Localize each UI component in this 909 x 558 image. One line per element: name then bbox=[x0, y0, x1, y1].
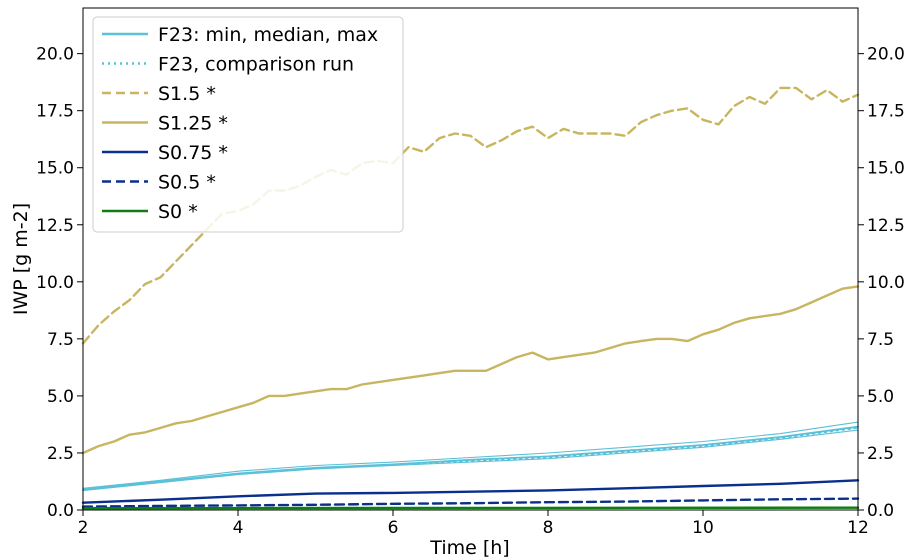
x-tick-label: 4 bbox=[233, 518, 244, 538]
legend-label: F23, comparison run bbox=[158, 54, 354, 76]
plot-frame bbox=[82, 7, 859, 511]
y-axis-left: 0.0 2.5 5.0 7.5 10.0 12.5 15.0 17.5 20.0 bbox=[36, 45, 83, 521]
series-line-4 bbox=[82, 429, 859, 492]
x-tick-label: 8 bbox=[543, 518, 554, 538]
legend-label: S0 * bbox=[158, 201, 198, 223]
y-tick-label-left: 12.5 bbox=[36, 216, 74, 236]
x-tick-label: 2 bbox=[78, 518, 89, 538]
y-tick-label-left: 20.0 bbox=[36, 45, 74, 65]
y-tick-label-right: 2.5 bbox=[867, 444, 894, 464]
y-tick-label-right: 0.0 bbox=[867, 501, 894, 521]
legend: F23: min, median, max F23, comparison run… bbox=[92, 16, 404, 233]
legend-label: F23: min, median, max bbox=[158, 24, 378, 46]
x-tick-label: 10 bbox=[692, 518, 714, 538]
y-tick-label-left: 10.0 bbox=[36, 273, 74, 293]
y-tick-label-right: 5.0 bbox=[867, 387, 894, 407]
series-line-1 bbox=[81, 285, 860, 455]
y-axis-right: 0.0 2.5 5.0 7.5 10.0 12.5 15.0 17.5 20.0 bbox=[858, 45, 905, 521]
x-axis-label: Time [h] bbox=[429, 537, 509, 558]
y-tick-label-left: 2.5 bbox=[47, 444, 74, 464]
x-axis: 2 4 6 8 10 12 bbox=[78, 510, 869, 538]
y-tick-label-left: 7.5 bbox=[47, 330, 74, 350]
series-line-8 bbox=[81, 506, 860, 510]
x-tick-label: 12 bbox=[847, 518, 869, 538]
y-tick-label-right: 10.0 bbox=[867, 273, 905, 293]
legend-box bbox=[92, 16, 404, 233]
y-tick-label-left: 17.5 bbox=[36, 102, 74, 122]
series-line-6 bbox=[81, 479, 860, 504]
y-tick-label-right: 17.5 bbox=[867, 102, 905, 122]
series-line-3 bbox=[82, 425, 859, 491]
x-tick-label: 6 bbox=[388, 518, 399, 538]
legend-label: S0.5 * bbox=[158, 172, 216, 194]
series-line-7 bbox=[81, 497, 860, 508]
y-tick-label-left: 15.0 bbox=[36, 159, 74, 179]
y-axis-label: IWP [g m-2] bbox=[10, 203, 32, 315]
y-tick-label-right: 12.5 bbox=[867, 216, 905, 236]
legend-label: S1.25 * bbox=[158, 113, 228, 135]
y-tick-label-right: 7.5 bbox=[867, 330, 894, 350]
legend-label: S1.5 * bbox=[158, 83, 216, 105]
y-tick-label-left: 5.0 bbox=[47, 387, 74, 407]
series-line-2 bbox=[82, 421, 859, 489]
y-tick-label-right: 20.0 bbox=[867, 45, 905, 65]
y-tick-label-left: 0.0 bbox=[47, 501, 74, 521]
series-line-5 bbox=[82, 427, 859, 491]
legend-label: S0.75 * bbox=[158, 142, 228, 164]
y-tick-label-right: 15.0 bbox=[867, 159, 905, 179]
